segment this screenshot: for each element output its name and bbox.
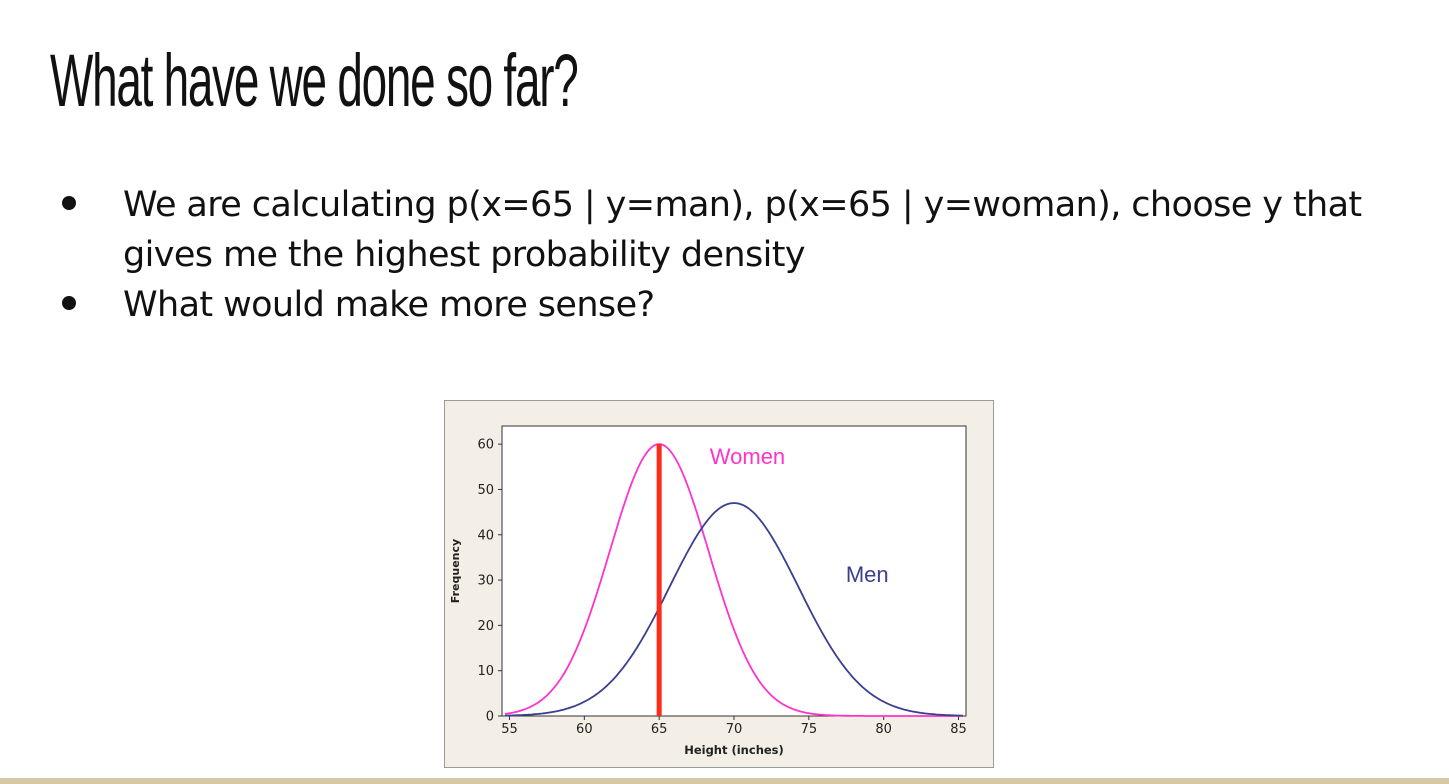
bullet-text: We are calculating p(x=65 | y=man), p(x=… [123, 185, 1362, 275]
bullet-dot-icon [62, 196, 76, 210]
y-axis-label: Frequency [449, 539, 462, 603]
bullet-text: What would make more sense? [123, 285, 655, 325]
series-line-men [505, 502, 963, 717]
bullet-list: We are calculating p(x=65 | y=man), p(x=… [62, 180, 1402, 330]
slide-title: What have we done so far? [50, 39, 579, 122]
x-tick-label: 55 [501, 722, 518, 737]
series-line-women [504, 443, 963, 717]
bullet-item: We are calculating p(x=65 | y=man), p(x=… [62, 180, 1402, 280]
y-tick-label: 10 [477, 664, 494, 679]
x-axis-label: Height (inches) [684, 743, 784, 757]
y-tick-label: 0 [486, 710, 494, 725]
series-label-women: Women [710, 444, 785, 469]
x-tick-label: 75 [801, 722, 818, 737]
slide-bottom-rule [0, 778, 1449, 784]
plot-area [501, 425, 967, 717]
x-tick-label: 70 [726, 722, 743, 737]
x-tick-label: 80 [875, 722, 892, 737]
y-tick-label: 60 [477, 438, 494, 453]
x-tick-label: 85 [950, 722, 967, 737]
y-tick-label: 30 [477, 574, 494, 589]
bullet-dot-icon [62, 296, 76, 310]
chart-frame: 55 60 65 70 75 80 85 0 10 20 30 40 50 60 Height (inche… [444, 400, 994, 768]
series-label-men: Men [846, 562, 889, 587]
bullet-item: What would make more sense? [62, 280, 1402, 330]
y-tick-label: 50 [477, 483, 494, 498]
x-tick-label: 65 [651, 722, 668, 737]
height-frequency-chart: 55 60 65 70 75 80 85 0 10 20 30 40 50 60 Height (inche… [449, 425, 967, 757]
y-tick-label: 40 [477, 528, 494, 543]
x-tick-label: 60 [576, 722, 593, 737]
y-tick-label: 20 [477, 619, 494, 634]
